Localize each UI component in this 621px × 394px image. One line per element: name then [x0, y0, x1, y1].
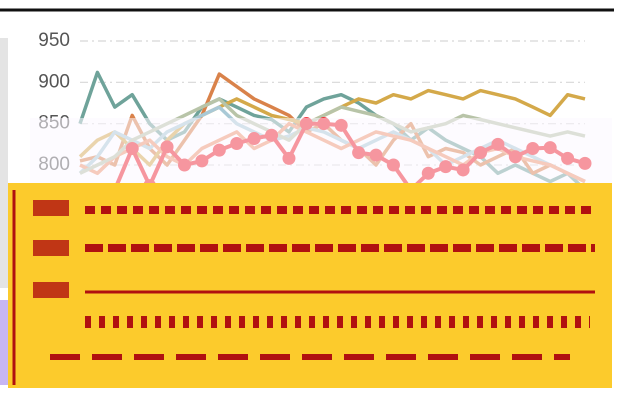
overlay-patch [33, 240, 69, 256]
y-tick-label: 900 [38, 71, 70, 92]
side-bar [0, 38, 8, 288]
y-tick-label: 950 [38, 30, 70, 51]
glitch-overlay [0, 183, 612, 388]
overlay-block [8, 183, 612, 388]
overlay-patch [33, 282, 69, 298]
glitch-veil [30, 118, 612, 183]
overlay-patch [33, 200, 69, 216]
overlay-edge [0, 300, 8, 385]
